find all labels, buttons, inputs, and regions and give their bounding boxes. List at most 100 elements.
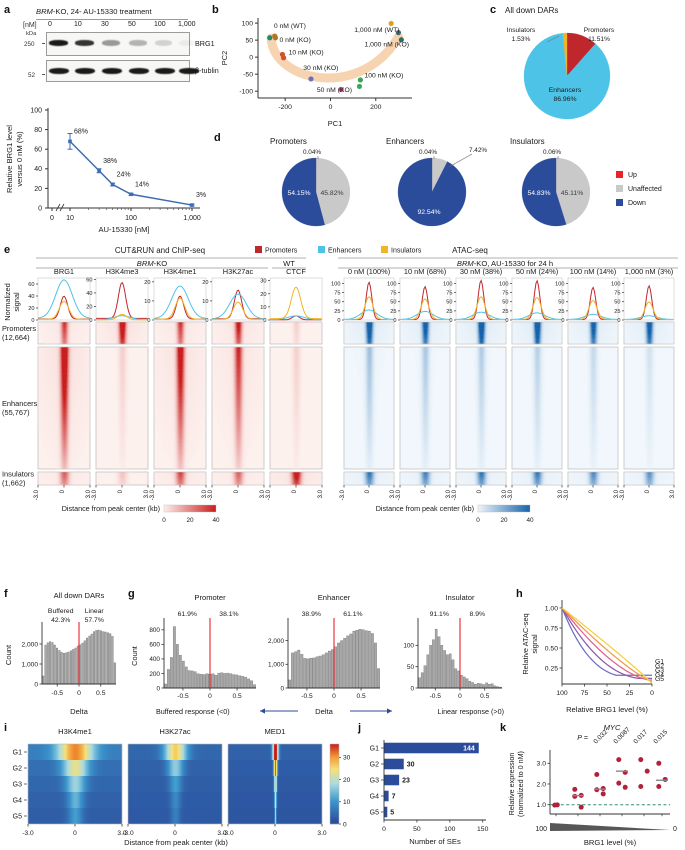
panel-a-dose-response-chart: 0 20 40 60 80 100 0 10 100 1,000 68% 38% 24% 14% 3% AU-… [0, 96, 210, 236]
svg-text:30 nM (KO): 30 nM (KO) [303, 65, 338, 72]
svg-text:1,000 nM (WT): 1,000 nM (WT) [354, 27, 399, 34]
svg-text:60: 60 [28, 282, 34, 288]
svg-text:H3K4me1: H3K4me1 [164, 267, 197, 276]
svg-text:0.06%: 0.06% [543, 149, 561, 156]
svg-text:100: 100 [30, 107, 42, 114]
panel-a-conc-label: [nM] [23, 22, 37, 29]
svg-text:Unaffected: Unaffected [628, 186, 662, 193]
svg-text:60: 60 [34, 147, 42, 154]
svg-text:PC2: PC2 [220, 51, 229, 65]
panel-e-heatmap-block: CUT&RUN and ChIP-seq ATAC-seq Promoters Enh… [0, 244, 685, 584]
lane-label-3: 50 [128, 21, 136, 28]
svg-text:14%: 14% [135, 181, 149, 188]
svg-text:H3K4me3: H3K4me3 [106, 267, 139, 276]
panel-e-letter: e [4, 244, 10, 256]
svg-text:20: 20 [144, 280, 150, 286]
btubulin-band-0 [49, 68, 69, 74]
panel-a-mw-250: 250 [24, 41, 35, 48]
svg-text:CUT&RUN and ChIP-seq: CUT&RUN and ChIP-seq [115, 246, 205, 255]
svg-text:0: 0 [147, 318, 150, 324]
panel-b-letter: b [212, 4, 219, 16]
panel-d-letter: d [214, 132, 221, 144]
panel-k-myc-expression: 1.0 2.0 3.0 MYC P = 0.032 0.0087 0.017 0.015 100 0… [500, 722, 685, 848]
panel-g-letter: g [128, 588, 135, 600]
svg-text:-200: -200 [278, 104, 292, 111]
panel-k-letter: k [500, 722, 506, 734]
svg-text:Up: Up [628, 172, 637, 179]
svg-text:0: 0 [118, 489, 124, 493]
svg-text:Relative BRG1 level: Relative BRG1 level [5, 125, 14, 193]
brg1-band-4 [155, 40, 172, 46]
svg-text:0.04%: 0.04% [419, 149, 437, 156]
svg-text:Enhancers: Enhancers [386, 137, 424, 146]
svg-text:PC1: PC1 [328, 119, 342, 128]
svg-text:24%: 24% [117, 171, 131, 178]
brg1-band-1 [75, 40, 94, 46]
svg-text:54.15%: 54.15% [287, 190, 310, 197]
svg-text:Insulators: Insulators [391, 248, 422, 255]
svg-text:3.0: 3.0 [144, 489, 150, 498]
brg1-band-5 [179, 40, 194, 46]
panel-c-letter: c [490, 4, 496, 16]
svg-text:BRM-KO, AU-15330 for 24 h: BRM-KO, AU-15330 for 24 h [457, 259, 553, 268]
svg-text:BRG1: BRG1 [54, 267, 74, 276]
svg-text:100 nM (KO): 100 nM (KO) [364, 73, 403, 80]
svg-text:-50: -50 [243, 72, 253, 79]
brg1-band-2 [102, 40, 120, 46]
brg1-band-0 [49, 40, 68, 46]
svg-text:0 nM (KO): 0 nM (KO) [280, 37, 311, 44]
svg-text:200: 200 [370, 104, 382, 111]
panel-j-se-barchart: 144 G1 30 G2 23 G3 7 G4 5 G5 0 50 100 150 Number of SE… [358, 722, 498, 848]
svg-text:100: 100 [242, 21, 254, 28]
svg-text:BRM-KO: BRM-KO [137, 259, 167, 268]
svg-text:1.53%: 1.53% [512, 36, 531, 43]
lane-label-1: 10 [74, 21, 82, 28]
svg-text:0: 0 [329, 104, 333, 111]
svg-text:45.11%: 45.11% [561, 190, 584, 197]
svg-text:AU-15330 [nM]: AU-15330 [nM] [98, 225, 149, 234]
svg-text:11.51%: 11.51% [588, 36, 610, 43]
panel-d-pie-charts: Promoters 0.04% 45.82% 54.15% Enhancers 0.04%… [220, 132, 685, 240]
svg-text:Promoters: Promoters [270, 137, 307, 146]
brg1-band-3 [129, 40, 147, 46]
svg-text:-100: -100 [239, 89, 253, 96]
svg-text:68%: 68% [74, 128, 88, 135]
svg-text:0: 0 [31, 318, 34, 324]
svg-text:10 nM (KO): 10 nM (KO) [289, 49, 324, 56]
lane-label-0: 0 [48, 21, 52, 28]
panel-b-pca-plot: -100 -50 0 50 100 -200 0 200 0 nM (WT) 0 nM (KO) 1… [214, 6, 424, 128]
svg-text:60: 60 [86, 277, 92, 283]
btubulin-band-2 [102, 68, 122, 74]
svg-text:40: 40 [34, 166, 42, 173]
panel-h-letter: h [516, 588, 523, 600]
svg-text:20: 20 [28, 306, 34, 312]
svg-text:10: 10 [66, 215, 74, 222]
panel-a-letter: a [4, 4, 10, 16]
panel-a-title: BRM-KO, 24- AU-15330 treatment [36, 7, 152, 16]
svg-text:Insulators: Insulators [510, 137, 545, 146]
svg-text:0.04%: 0.04% [303, 149, 321, 156]
mw-tick-52 [42, 74, 45, 75]
panel-a-kda-label: kDa [26, 31, 36, 37]
svg-text:40: 40 [28, 294, 34, 300]
svg-text:7.42%: 7.42% [469, 147, 487, 154]
svg-text:10: 10 [144, 299, 150, 305]
svg-text:Down: Down [628, 200, 646, 207]
panel-i-letter: i [4, 722, 7, 734]
lane-label-4: 100 [154, 21, 166, 28]
blot-btubulin-label: β-tublin [195, 66, 219, 75]
panel-f-letter: f [4, 588, 8, 600]
panel-c-title: All down DARs [505, 6, 558, 15]
svg-text:92.54%: 92.54% [417, 209, 440, 216]
mw-tick-250 [42, 43, 45, 44]
svg-text:100: 100 [125, 215, 137, 222]
svg-text:20: 20 [34, 186, 42, 193]
svg-text:40: 40 [86, 291, 92, 297]
svg-text:50: 50 [245, 38, 253, 45]
svg-text:3%: 3% [196, 192, 206, 199]
svg-text:0: 0 [38, 205, 42, 212]
svg-text:38%: 38% [103, 158, 117, 165]
svg-text:0: 0 [89, 318, 92, 324]
svg-text:0 nM (WT): 0 nM (WT) [274, 23, 306, 30]
btubulin-band-1 [75, 68, 95, 74]
